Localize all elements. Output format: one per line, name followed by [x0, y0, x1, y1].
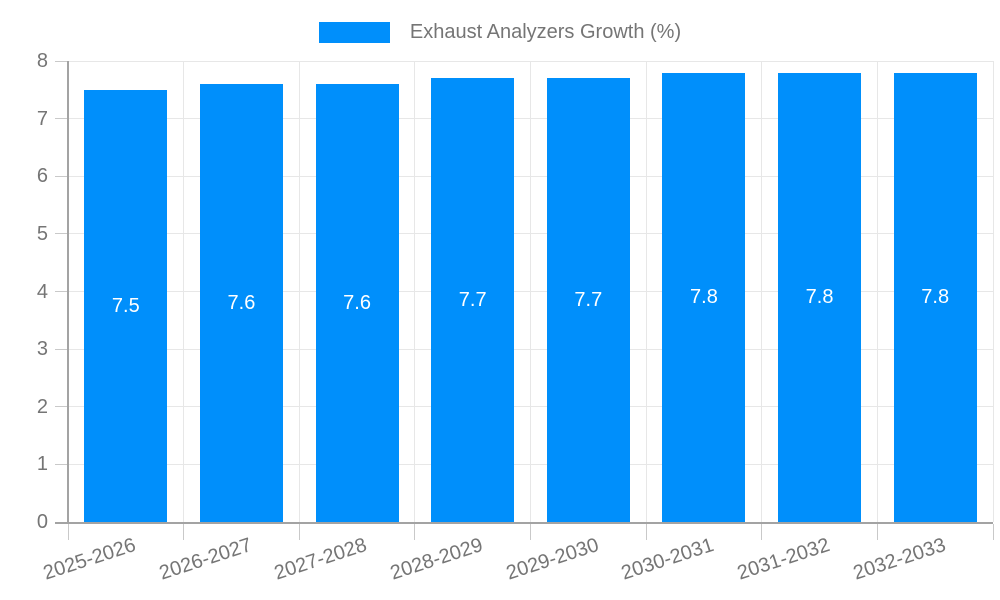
bar-value-label: 7.6 — [227, 292, 256, 315]
x-axis-tick — [761, 524, 763, 540]
gridline-vertical — [761, 61, 763, 522]
bar-value-label: 7.5 — [111, 294, 140, 317]
x-axis-category-label: 2032-2033 — [850, 534, 948, 585]
x-axis-category-label: 2028-2029 — [387, 534, 486, 585]
y-axis-tick — [55, 233, 68, 235]
x-axis-tick — [645, 524, 647, 540]
y-axis-tick-label: 6 — [36, 165, 48, 188]
bar-value-label: 7.7 — [458, 289, 487, 312]
legend-label: Exhaust Analyzers Growth (%) — [409, 21, 682, 43]
gridline-vertical — [645, 61, 647, 522]
y-axis-line — [67, 61, 69, 524]
y-axis-tick — [55, 291, 68, 292]
bar-value-label: 7.7 — [574, 289, 603, 312]
x-axis-tick — [183, 524, 185, 540]
bar-value-label: 7.8 — [690, 286, 718, 309]
bar[interactable] — [662, 72, 746, 522]
x-axis-tick — [298, 524, 300, 540]
y-axis-tick — [55, 348, 68, 350]
gridline-vertical — [183, 61, 185, 522]
x-axis-tick — [67, 524, 69, 540]
chart-legend[interactable]: Exhaust Analyzers Growth (%) — [0, 21, 1000, 44]
y-axis-tick-label: 2 — [36, 395, 48, 418]
y-axis-tick-label: 5 — [36, 222, 48, 245]
bar-value-label: 7.8 — [805, 286, 834, 309]
x-axis-category-label: 2027-2028 — [272, 534, 370, 585]
gridline-vertical — [414, 61, 416, 522]
bar[interactable] — [431, 78, 515, 522]
y-axis-tick-label: 0 — [36, 511, 48, 533]
x-axis-tick — [414, 524, 416, 540]
y-axis-tick — [55, 175, 68, 177]
x-axis-tick — [530, 524, 531, 540]
bar[interactable] — [546, 78, 630, 522]
gridline-vertical — [876, 61, 878, 522]
bar[interactable] — [199, 84, 283, 522]
gridline-vertical — [530, 61, 531, 522]
y-axis-tick — [55, 118, 68, 120]
x-axis-line — [55, 522, 993, 524]
x-axis-category-label: 2029-2030 — [503, 534, 602, 585]
bar-value-label: 7.8 — [921, 286, 950, 309]
x-axis-tick — [876, 524, 878, 540]
y-axis-tick — [55, 60, 68, 62]
y-axis-tick-label: 8 — [36, 50, 48, 72]
x-axis-category-label: 2030-2031 — [618, 534, 717, 585]
x-axis-category-label: 2025-2026 — [40, 534, 139, 585]
gridline-vertical — [298, 61, 300, 522]
y-axis-tick — [55, 463, 68, 465]
y-axis-tick-label: 4 — [36, 280, 48, 303]
y-axis-tick — [55, 406, 68, 408]
x-axis-category-label: 2031-2032 — [734, 534, 833, 585]
bar[interactable] — [84, 89, 168, 522]
bar-value-label: 7.6 — [343, 292, 371, 315]
x-axis-tick — [992, 524, 994, 540]
y-axis-tick-label: 7 — [36, 107, 48, 130]
y-axis-tick-label: 3 — [36, 338, 48, 361]
bar[interactable] — [315, 84, 399, 522]
y-axis-tick-label: 1 — [36, 453, 48, 476]
gridline-vertical — [992, 61, 994, 522]
legend-swatch — [318, 22, 390, 43]
bar[interactable] — [778, 72, 862, 522]
x-axis-category-label: 2026-2027 — [156, 534, 255, 585]
bar[interactable] — [893, 72, 977, 522]
